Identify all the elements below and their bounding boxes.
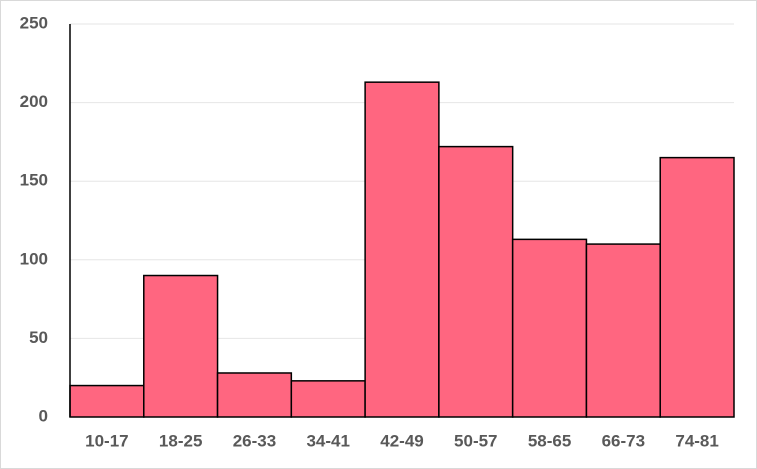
x-tick-label: 58-65 — [528, 431, 571, 450]
bar — [290, 380, 366, 418]
y-tick-label: 150 — [20, 171, 48, 190]
x-tick-label: 42-49 — [380, 431, 423, 450]
x-tick-label: 10-17 — [85, 431, 128, 450]
x-tick-label: 26-33 — [233, 431, 276, 450]
y-tick-label: 0 — [39, 406, 48, 425]
bar — [585, 243, 661, 418]
bar — [511, 238, 588, 418]
y-tick-label: 200 — [20, 92, 48, 111]
bar — [143, 274, 219, 418]
x-tick-label: 66-73 — [602, 431, 645, 450]
x-tick-label: 34-41 — [306, 431, 349, 450]
y-tick-label: 50 — [29, 328, 48, 347]
bar — [69, 384, 145, 418]
bar — [659, 156, 735, 418]
x-tick-label: 18-25 — [159, 431, 202, 450]
x-tick-label: 50-57 — [454, 431, 497, 450]
x-tick-label: 74-81 — [675, 431, 718, 450]
bar — [216, 372, 293, 418]
bar — [438, 145, 514, 418]
y-tick-label: 250 — [20, 13, 48, 32]
y-tick-label: 100 — [20, 249, 48, 268]
bar — [364, 81, 440, 418]
